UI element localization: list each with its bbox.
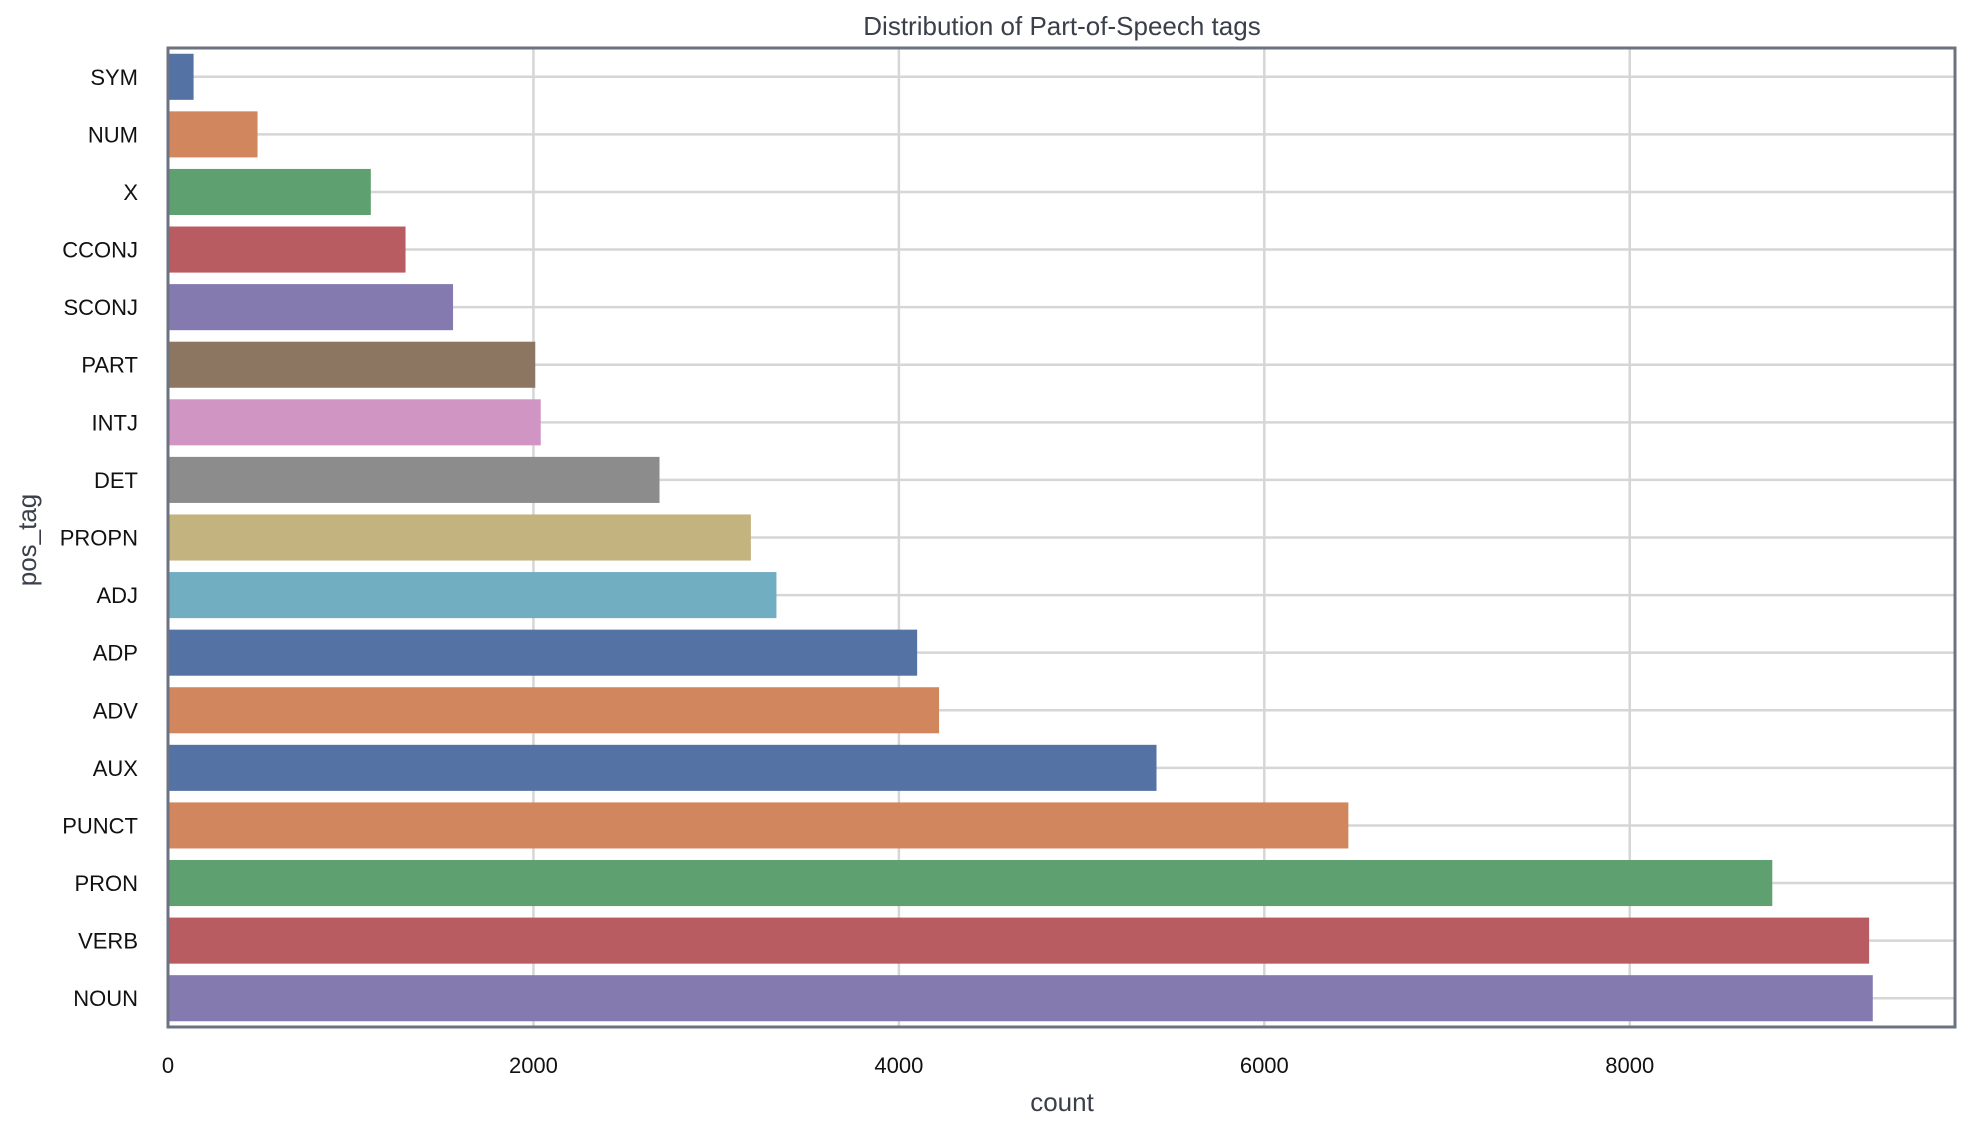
bar-punct [168, 802, 1349, 849]
bar-adv [168, 687, 940, 734]
bar-verb [168, 917, 1870, 964]
bar-noun [168, 975, 1873, 1022]
bar-pron [168, 859, 1773, 907]
y-tick-label: INTJ [92, 410, 138, 435]
x-tick-label: 2000 [509, 1053, 558, 1078]
y-tick-label: VERB [78, 929, 138, 954]
y-tick-label: NOUN [73, 986, 138, 1011]
chart-title: Distribution of Part-of-Speech tags [863, 11, 1260, 41]
bars [168, 53, 1873, 1022]
bar-cconj [168, 226, 406, 273]
bar-aux [168, 744, 1157, 791]
x-tick-label: 6000 [1240, 1053, 1289, 1078]
y-tick-label: PART [81, 353, 138, 378]
bar-num [168, 111, 258, 158]
y-tick-label: PUNCT [62, 813, 138, 838]
bar-intj [168, 399, 541, 446]
x-tick-label: 8000 [1605, 1053, 1654, 1078]
bar-adp [168, 629, 918, 676]
y-tick-label: PROPN [60, 526, 138, 551]
bar-propn [168, 514, 751, 561]
y-tick-label: ADP [93, 641, 138, 666]
plot-frame [166, 46, 1957, 1029]
y-tick-label: AUX [93, 756, 139, 781]
y-tick-label: ADJ [96, 583, 138, 608]
bar-adj [168, 572, 777, 619]
x-tick-label: 4000 [874, 1053, 923, 1078]
bar-part [168, 341, 536, 388]
x-axis-label: count [1030, 1087, 1094, 1117]
bar-sconj [168, 284, 454, 331]
y-tick-label: SYM [90, 65, 138, 90]
x-tick-labels: 0 2000 4000 6000 8000 [162, 1053, 1654, 1078]
y-tick-label: SCONJ [63, 295, 138, 320]
y-axis-label: pos_tag [12, 494, 42, 587]
y-tick-label: DET [94, 468, 138, 493]
y-tick-label: ADV [93, 698, 139, 723]
bar-sym [168, 53, 194, 100]
bar-det [168, 456, 660, 503]
y-tick-labels: SYM NUM X CCONJ SCONJ PART INTJ DET PROPN ADJ ADP A… [60, 65, 139, 1011]
y-tick-label: CCONJ [62, 238, 138, 263]
y-tick-label: PRON [74, 871, 138, 896]
bar-x [168, 168, 371, 216]
y-tick-label: NUM [88, 122, 138, 147]
x-tick-label: 0 [162, 1053, 174, 1078]
y-tick-label: X [123, 180, 138, 205]
